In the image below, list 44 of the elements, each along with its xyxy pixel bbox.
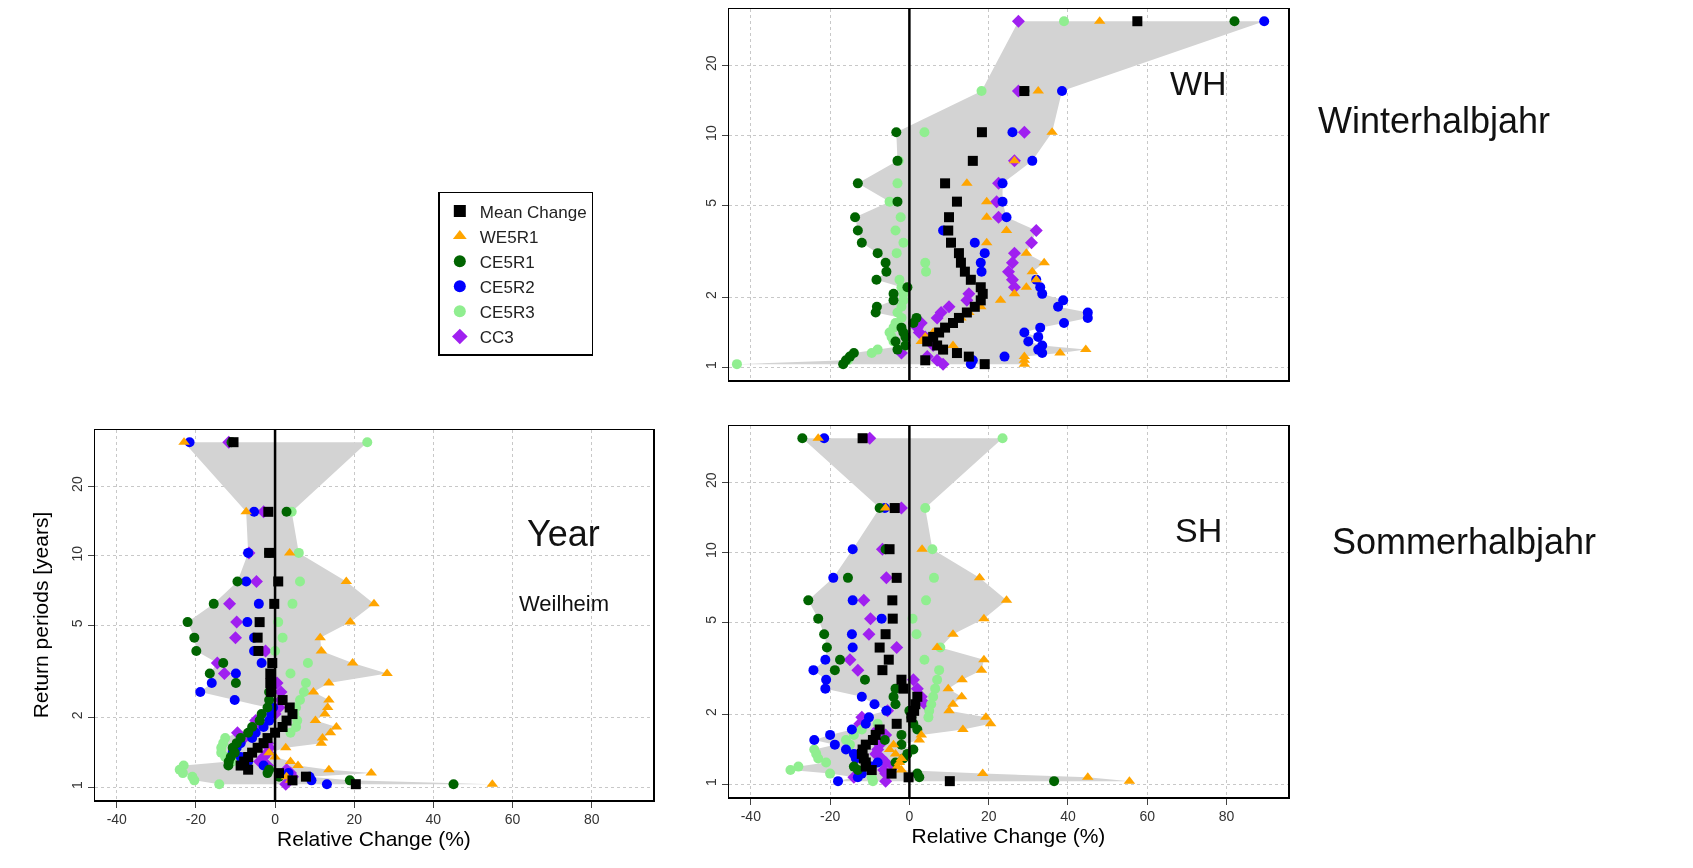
x-tick-label: 60 [1139,808,1156,825]
y-axis-title: Return periods [years] [29,511,53,719]
y-tick-label: 10 [702,125,719,141]
y-tick-label: 1 [68,780,85,789]
y-tick-label: 2 [68,711,85,720]
y-tick-label: 5 [702,198,719,207]
legend-label: CE5R1 [479,252,535,272]
y-tick-label: 2 [702,708,719,717]
y-tick-label: 10 [702,542,719,558]
y-tick-label: 1 [702,777,719,786]
y-tick-label: 20 [68,476,85,492]
x-tick-label: 0 [905,808,914,825]
x-tick-label: 0 [271,811,280,828]
y-tick-label: 10 [68,545,85,562]
y-tick-label: 20 [702,55,719,72]
text: Sommerhalbjahr [1332,521,1597,562]
x-tick-label: -40 [106,811,128,828]
x-tick-label: -40 [740,808,762,825]
x-tick-label: 40 [425,811,442,828]
annotation: Year [527,513,600,554]
x-tick-label: 20 [346,811,363,828]
x-tick-label: 80 [1218,808,1235,825]
y-tick-label: 2 [702,291,719,300]
legend-label: CE5R2 [479,277,535,297]
y-tick-label: 20 [702,472,719,489]
y-tick-label: 1 [702,360,719,369]
x-tick-label: -20 [819,808,841,825]
annotation: Weilheim [519,591,610,616]
legend-label: WE5R1 [479,227,539,247]
legend-label: CE5R3 [479,302,535,322]
legend-label: CC3 [479,328,514,348]
annotation: SH [1175,511,1223,549]
x-axis-title: Relative Change (%) [911,824,1106,848]
x-tick-label: 40 [1060,808,1076,825]
x-tick-label: 20 [980,808,997,825]
y-tick-label: 5 [702,615,719,624]
text: Winterhalbjahr [1318,100,1551,141]
x-tick-label: 80 [583,811,600,828]
x-tick-label: 60 [504,811,521,828]
x-tick-label: -20 [185,811,207,828]
legend-label: Mean Change [479,202,587,222]
annotation: WH [1170,64,1227,102]
x-axis-title: Relative Change (%) [277,827,471,851]
y-tick-label: 5 [68,619,85,628]
